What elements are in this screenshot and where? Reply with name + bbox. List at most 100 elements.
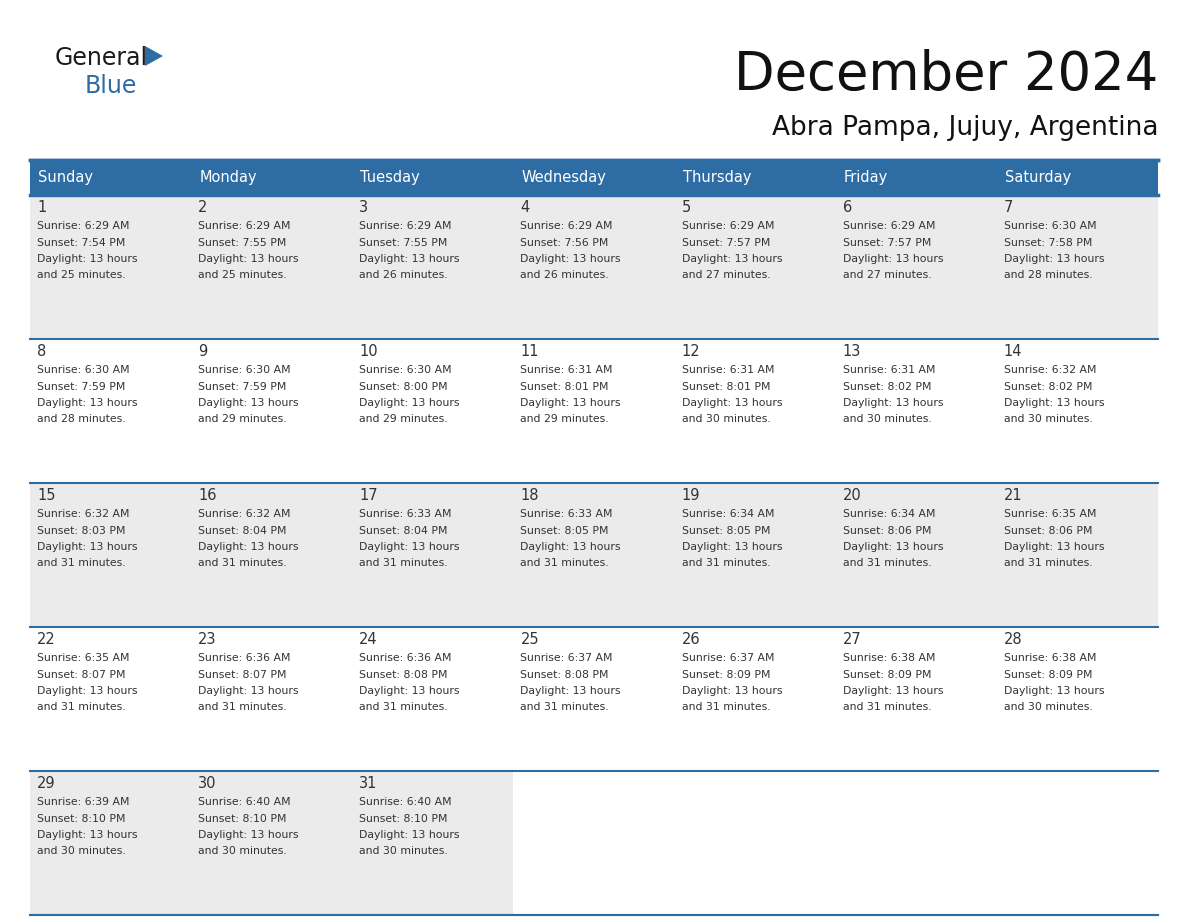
Text: 5: 5 <box>682 200 690 215</box>
Text: Sunrise: 6:37 AM: Sunrise: 6:37 AM <box>520 653 613 663</box>
Text: and 30 minutes.: and 30 minutes. <box>37 846 126 856</box>
Text: Daylight: 13 hours: Daylight: 13 hours <box>682 254 782 264</box>
Text: and 25 minutes.: and 25 minutes. <box>37 271 126 281</box>
Text: Daylight: 13 hours: Daylight: 13 hours <box>1004 686 1105 696</box>
Text: 15: 15 <box>37 488 56 503</box>
Text: Sunset: 8:02 PM: Sunset: 8:02 PM <box>842 382 931 391</box>
Text: Sunrise: 6:29 AM: Sunrise: 6:29 AM <box>682 221 775 231</box>
Text: Daylight: 13 hours: Daylight: 13 hours <box>198 830 298 840</box>
Text: 31: 31 <box>359 776 378 791</box>
Text: Sunrise: 6:35 AM: Sunrise: 6:35 AM <box>37 653 129 663</box>
Text: and 27 minutes.: and 27 minutes. <box>842 271 931 281</box>
Bar <box>30 195 191 339</box>
Bar <box>835 339 997 483</box>
Text: 27: 27 <box>842 632 861 647</box>
Text: Thursday: Thursday <box>683 170 751 185</box>
Bar <box>835 195 997 339</box>
Bar <box>675 195 835 339</box>
Text: and 31 minutes.: and 31 minutes. <box>359 558 448 568</box>
Text: Sunset: 8:05 PM: Sunset: 8:05 PM <box>682 525 770 535</box>
Bar <box>353 483 513 627</box>
Text: and 31 minutes.: and 31 minutes. <box>37 702 126 712</box>
Text: Sunset: 7:59 PM: Sunset: 7:59 PM <box>198 382 286 391</box>
Text: Daylight: 13 hours: Daylight: 13 hours <box>520 686 621 696</box>
Polygon shape <box>145 46 163 66</box>
Text: Sunrise: 6:29 AM: Sunrise: 6:29 AM <box>198 221 291 231</box>
Text: and 28 minutes.: and 28 minutes. <box>37 415 126 424</box>
Text: 18: 18 <box>520 488 539 503</box>
Text: Sunset: 7:57 PM: Sunset: 7:57 PM <box>682 238 770 248</box>
Text: Daylight: 13 hours: Daylight: 13 hours <box>842 686 943 696</box>
Text: Sunrise: 6:29 AM: Sunrise: 6:29 AM <box>37 221 129 231</box>
Text: 11: 11 <box>520 344 539 359</box>
Text: Sunrise: 6:40 AM: Sunrise: 6:40 AM <box>359 797 451 807</box>
Text: and 31 minutes.: and 31 minutes. <box>359 702 448 712</box>
Text: Sunrise: 6:34 AM: Sunrise: 6:34 AM <box>682 509 775 519</box>
Bar <box>191 627 353 771</box>
Text: Sunrise: 6:29 AM: Sunrise: 6:29 AM <box>520 221 613 231</box>
Text: 8: 8 <box>37 344 46 359</box>
Text: Sunset: 8:09 PM: Sunset: 8:09 PM <box>682 669 770 679</box>
Text: Sunset: 8:06 PM: Sunset: 8:06 PM <box>842 525 931 535</box>
Text: 7: 7 <box>1004 200 1013 215</box>
Bar <box>191 771 353 915</box>
Text: Sunset: 8:01 PM: Sunset: 8:01 PM <box>520 382 609 391</box>
Text: Daylight: 13 hours: Daylight: 13 hours <box>520 398 621 408</box>
Text: Daylight: 13 hours: Daylight: 13 hours <box>198 686 298 696</box>
Bar <box>997 339 1158 483</box>
Text: Sunrise: 6:39 AM: Sunrise: 6:39 AM <box>37 797 129 807</box>
Text: Daylight: 13 hours: Daylight: 13 hours <box>359 830 460 840</box>
Bar <box>835 483 997 627</box>
Text: Daylight: 13 hours: Daylight: 13 hours <box>842 398 943 408</box>
Text: 22: 22 <box>37 632 56 647</box>
Text: Sunrise: 6:29 AM: Sunrise: 6:29 AM <box>842 221 935 231</box>
Text: Sunrise: 6:36 AM: Sunrise: 6:36 AM <box>359 653 451 663</box>
Text: Daylight: 13 hours: Daylight: 13 hours <box>520 254 621 264</box>
Text: and 30 minutes.: and 30 minutes. <box>1004 702 1093 712</box>
Text: and 31 minutes.: and 31 minutes. <box>842 558 931 568</box>
Bar <box>997 771 1158 915</box>
Text: and 30 minutes.: and 30 minutes. <box>198 846 286 856</box>
Bar <box>675 339 835 483</box>
Text: Sunset: 8:04 PM: Sunset: 8:04 PM <box>359 525 448 535</box>
Text: and 31 minutes.: and 31 minutes. <box>37 558 126 568</box>
Text: Sunrise: 6:31 AM: Sunrise: 6:31 AM <box>520 365 613 375</box>
Bar <box>997 195 1158 339</box>
Text: Sunset: 7:54 PM: Sunset: 7:54 PM <box>37 238 126 248</box>
Text: Sunset: 8:03 PM: Sunset: 8:03 PM <box>37 525 126 535</box>
Text: Daylight: 13 hours: Daylight: 13 hours <box>359 542 460 552</box>
Text: and 27 minutes.: and 27 minutes. <box>682 271 770 281</box>
Text: and 31 minutes.: and 31 minutes. <box>520 558 609 568</box>
Bar <box>835 771 997 915</box>
Text: Abra Pampa, Jujuy, Argentina: Abra Pampa, Jujuy, Argentina <box>771 115 1158 141</box>
Bar <box>513 195 675 339</box>
Bar <box>513 771 675 915</box>
Text: Sunset: 8:07 PM: Sunset: 8:07 PM <box>37 669 126 679</box>
Text: Sunset: 7:55 PM: Sunset: 7:55 PM <box>198 238 286 248</box>
Text: 23: 23 <box>198 632 216 647</box>
Text: 24: 24 <box>359 632 378 647</box>
Text: and 29 minutes.: and 29 minutes. <box>520 415 609 424</box>
Bar <box>835 627 997 771</box>
Text: 14: 14 <box>1004 344 1023 359</box>
Bar <box>191 483 353 627</box>
Text: 30: 30 <box>198 776 216 791</box>
Bar <box>353 160 513 195</box>
Text: Daylight: 13 hours: Daylight: 13 hours <box>37 542 138 552</box>
Text: Daylight: 13 hours: Daylight: 13 hours <box>37 254 138 264</box>
Bar <box>191 160 353 195</box>
Bar <box>30 627 191 771</box>
Text: and 31 minutes.: and 31 minutes. <box>682 558 770 568</box>
Text: Daylight: 13 hours: Daylight: 13 hours <box>682 398 782 408</box>
Text: Daylight: 13 hours: Daylight: 13 hours <box>198 398 298 408</box>
Text: 6: 6 <box>842 200 852 215</box>
Text: Sunset: 8:05 PM: Sunset: 8:05 PM <box>520 525 609 535</box>
Text: Sunset: 8:08 PM: Sunset: 8:08 PM <box>359 669 448 679</box>
Text: 1: 1 <box>37 200 46 215</box>
Text: 20: 20 <box>842 488 861 503</box>
Text: and 30 minutes.: and 30 minutes. <box>842 415 931 424</box>
Text: 29: 29 <box>37 776 56 791</box>
Text: Daylight: 13 hours: Daylight: 13 hours <box>842 254 943 264</box>
Bar <box>513 627 675 771</box>
Bar <box>353 627 513 771</box>
